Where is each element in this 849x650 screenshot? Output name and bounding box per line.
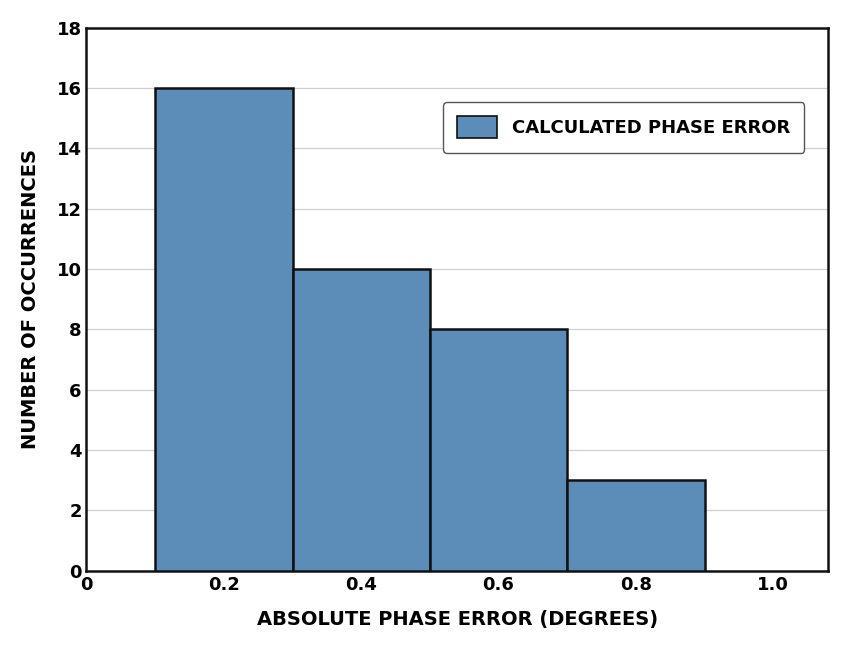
Bar [567, 480, 705, 571]
Legend: CALCULATED PHASE ERROR: CALCULATED PHASE ERROR [443, 102, 804, 153]
X-axis label: ABSOLUTE PHASE ERROR (DEGREES): ABSOLUTE PHASE ERROR (DEGREES) [256, 610, 658, 629]
Bar [155, 88, 293, 571]
Bar [293, 269, 430, 571]
Bar [430, 330, 567, 571]
Y-axis label: NUMBER OF OCCURRENCES: NUMBER OF OCCURRENCES [21, 150, 40, 449]
